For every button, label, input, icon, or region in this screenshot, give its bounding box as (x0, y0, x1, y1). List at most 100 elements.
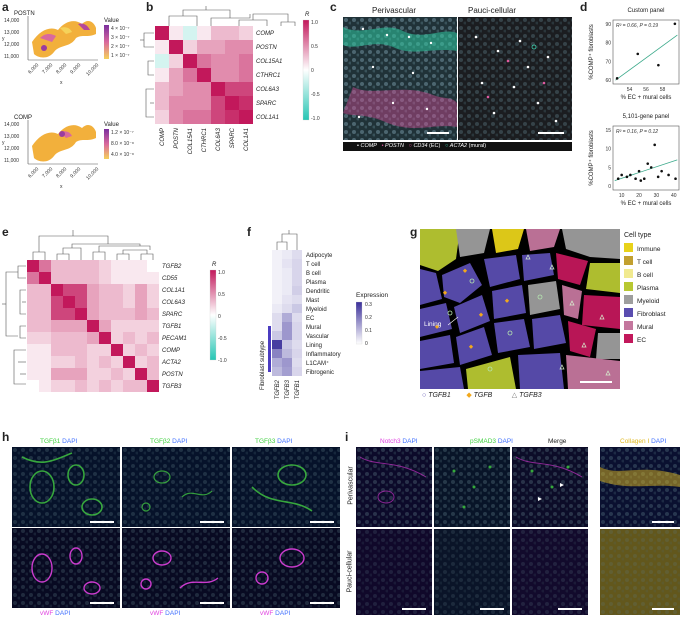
heatmap-cell (272, 250, 282, 259)
heatmap-cell (147, 272, 159, 284)
row-label: Lining (306, 343, 322, 349)
panel-b-dendrogram-top (168, 6, 296, 26)
svg-text:10,000: 10,000 (85, 62, 100, 77)
heatmap-cell (99, 380, 111, 392)
legend-swatch (624, 308, 633, 317)
legend-label: Fibroblast (637, 311, 666, 318)
heatmap-cell (272, 304, 282, 313)
heatmap-cell (155, 68, 169, 82)
heatmap-cell (99, 284, 111, 296)
svg-text:4 × 10⁻⁷: 4 × 10⁻⁷ (111, 26, 130, 32)
heatmap-cell (63, 320, 75, 332)
col-label: SPARC (230, 127, 236, 148)
heatmap-cell (292, 367, 302, 376)
heatmap-cell (87, 332, 99, 344)
heatmap-cell (225, 110, 239, 124)
panel-label-g: g (410, 225, 418, 239)
heatmap-cell (272, 286, 282, 295)
heatmap-cell (183, 26, 197, 40)
panel-c-legend: • COMP • POSTN ○ CD34 (EC) ○ ACTA2 (mura… (343, 142, 572, 151)
i-title-collagen: Collagen I DAPI (620, 438, 667, 445)
col-label: TGFB3 (285, 379, 291, 399)
legend-swatch (624, 269, 633, 278)
heatmap-cell (282, 358, 292, 367)
heatmap-cell (87, 296, 99, 308)
heatmap-cell (272, 349, 282, 358)
svg-text:2 × 10⁻⁷: 2 × 10⁻⁷ (111, 44, 130, 50)
heatmap-cell (75, 272, 87, 284)
scatter-point (646, 162, 650, 165)
row-label: EC (306, 316, 315, 322)
heatmap-cell (282, 340, 292, 349)
heatmap-cell (123, 320, 135, 332)
heatmap-cell (99, 344, 111, 356)
svg-text:-1.0: -1.0 (311, 116, 320, 122)
svg-text:1.0: 1.0 (218, 270, 225, 276)
legend-swatch (624, 243, 633, 252)
h-image-tgfb2 (122, 447, 230, 527)
row-label: Plasma (306, 280, 327, 286)
heatmap-cell (183, 68, 197, 82)
svg-text:-0.5: -0.5 (218, 336, 227, 342)
heatmap-cell (123, 344, 135, 356)
svg-text:9,000: 9,000 (69, 62, 82, 75)
i-title-merge: Merge (548, 438, 567, 445)
x-tick-label: 10 (619, 193, 625, 199)
svg-text:11,000: 11,000 (4, 158, 19, 164)
panel-c-title-pauci: Pauci-cellular (468, 6, 517, 15)
heatmap-cell (99, 272, 111, 284)
svg-text:x: x (60, 80, 63, 86)
svg-text:13,000: 13,000 (4, 134, 20, 140)
h-image-tgfb1 (12, 447, 120, 527)
row-label: COL1A1 (162, 288, 185, 294)
scatter-point (629, 173, 632, 177)
heatmap-cell (239, 110, 253, 124)
heatmap-cell (39, 296, 51, 308)
row-label: TGFB2 (162, 264, 182, 270)
heatmap-cell (282, 259, 292, 268)
svg-text:8.0 × 10⁻⁸: 8.0 × 10⁻⁸ (111, 141, 134, 147)
heatmap-cell (111, 356, 123, 368)
heatmap-cell (282, 304, 292, 313)
heatmap-cell (135, 332, 147, 344)
fibroblast-subtype-label: Fibroblast subtype (260, 340, 266, 390)
scatter-point (637, 169, 641, 173)
heatmap-cell (147, 308, 159, 320)
heatmap-cell (292, 268, 302, 277)
x-tick-label: 58 (660, 87, 666, 93)
heatmap-cell (135, 308, 147, 320)
heatmap-cell (99, 320, 111, 332)
panel-e-correlation-heatmap: TGFB2 CD55 COL1A1 COL6A3 SPARC TGFB1 PECAM1 COM… (2, 230, 227, 396)
scatter-point (639, 179, 643, 182)
panel-g-cell-segmentation: Lining (420, 229, 620, 389)
heatmap-cell (292, 286, 302, 295)
heatmap-cell (169, 54, 183, 68)
row-label: L1CAM⁺ (306, 360, 329, 367)
panel-a-title-comp: COMP (14, 115, 32, 121)
heatmap-cell (292, 331, 302, 340)
x-tick-label: 54 (627, 87, 633, 93)
heatmap-cell (292, 250, 302, 259)
panel-g-celltype-legend: Immune T cell B cell Plasma Myeloid Fibroblas… (624, 243, 666, 347)
legend-item: B cell (624, 269, 666, 282)
heatmap-cell (292, 340, 302, 349)
heatmap-cell (282, 286, 292, 295)
heatmap-cell (51, 368, 63, 380)
scatter-point (657, 63, 660, 67)
heatmap-cell (27, 332, 39, 344)
heatmap-cell (197, 26, 211, 40)
svg-text:R: R (305, 12, 310, 18)
heatmap-cell (225, 96, 239, 110)
panel-e-dendrogram-top (32, 230, 154, 260)
row-label: COL15A1 (256, 59, 282, 65)
scale-bar (200, 521, 224, 523)
heatmap-cell (147, 380, 159, 392)
legend-item: Plasma (624, 282, 666, 295)
heatmap-cell (135, 380, 147, 392)
heatmap-cell (87, 380, 99, 392)
i-image-merge-pauci (512, 529, 588, 615)
heatmap-cell (27, 308, 39, 320)
heatmap-cell (27, 380, 39, 392)
heatmap-cell (123, 308, 135, 320)
svg-text:9,000: 9,000 (69, 166, 82, 179)
